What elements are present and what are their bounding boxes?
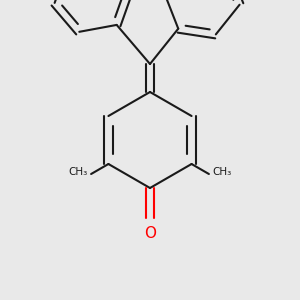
Text: CH₃: CH₃: [69, 167, 88, 177]
Text: O: O: [144, 226, 156, 241]
Text: CH₃: CH₃: [212, 167, 231, 177]
